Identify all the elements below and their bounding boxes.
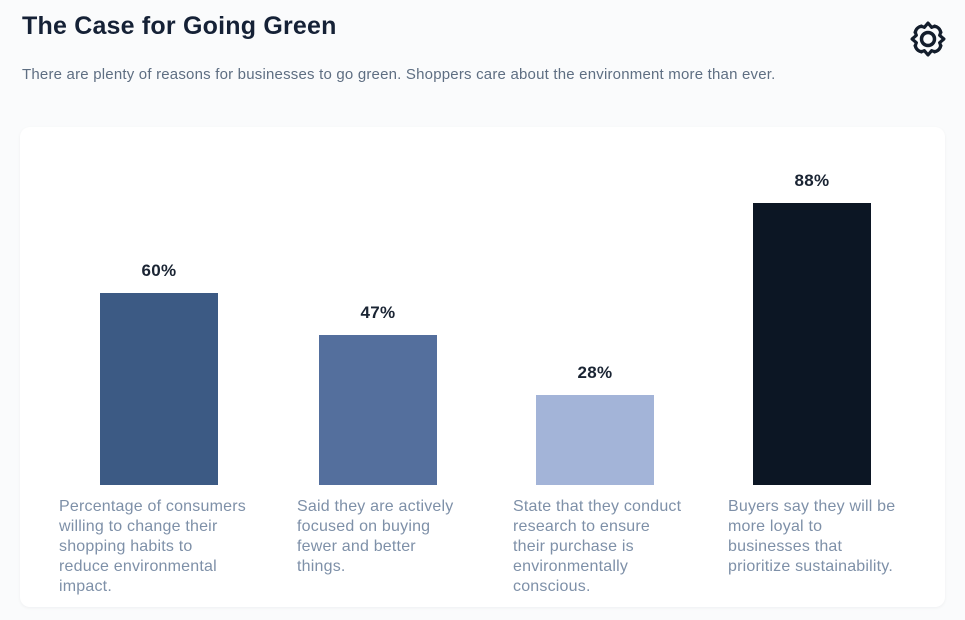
bar-value-label: 47% (360, 303, 396, 322)
page-title: The Case for Going Green (22, 12, 337, 40)
ring-braces-logo-icon (905, 16, 951, 62)
bar (319, 335, 437, 485)
chart-card: 60% Percentage of consumers willing to ch… (20, 127, 945, 607)
bar-chart: 60% Percentage of consumers willing to ch… (20, 127, 945, 607)
bar-caption: Said they are actively focused on buying… (297, 498, 454, 575)
bar (100, 293, 218, 485)
bar-caption: Percentage of consumers willing to chang… (59, 498, 246, 595)
bar-value-label: 28% (577, 363, 613, 382)
bar (753, 203, 871, 485)
bar-caption: Buyers say they will be more loyal to bu… (728, 498, 896, 575)
bar-value-label: 88% (794, 171, 830, 190)
page-subtitle: There are plenty of reasons for business… (22, 66, 776, 83)
bar (536, 395, 654, 485)
bar-caption: State that they conduct research to ensu… (513, 498, 682, 595)
bar-value-label: 60% (141, 261, 177, 280)
